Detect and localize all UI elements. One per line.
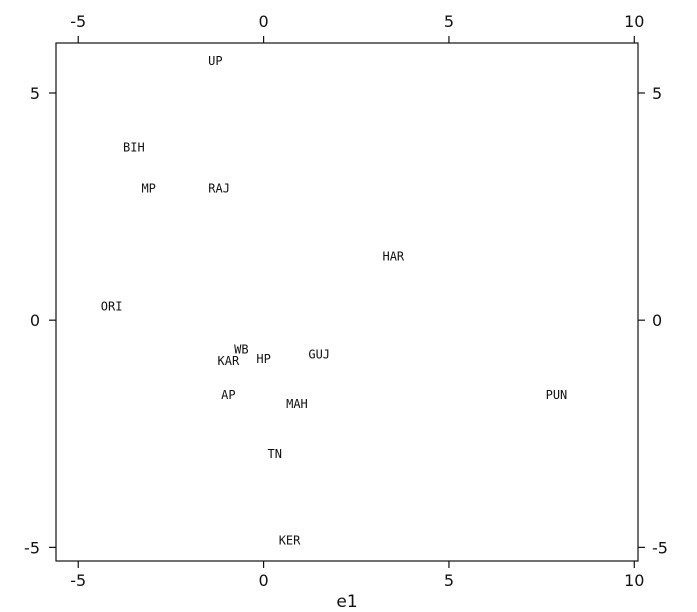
- point-label-mah: MAH: [286, 397, 308, 411]
- x-tick-label-top: 0: [258, 12, 268, 31]
- x-tick-label-top: -5: [70, 12, 86, 31]
- y-tick-label-right: -5: [652, 538, 668, 557]
- point-label-bih: BIH: [123, 141, 145, 155]
- point-label-guj: GUJ: [308, 347, 330, 361]
- point-label-kar: KAR: [218, 354, 240, 368]
- x-tick-label-bottom: 10: [624, 571, 644, 590]
- point-label-up: UP: [208, 54, 222, 68]
- x-tick-label-bottom: 0: [258, 571, 268, 590]
- point-label-raj: RAJ: [208, 181, 230, 195]
- y-tick-label-right: 5: [652, 84, 662, 103]
- point-label-tn: TN: [267, 447, 281, 461]
- point-label-ap: AP: [221, 388, 235, 402]
- y-tick-label-right: 0: [652, 311, 662, 330]
- x-tick-label-bottom: -5: [70, 571, 86, 590]
- point-label-har: HAR: [382, 250, 404, 264]
- x-tick-label-bottom: 5: [444, 571, 454, 590]
- axis-ticks: [49, 36, 645, 568]
- point-label-hp: HP: [256, 352, 270, 366]
- point-label-wb: WB: [234, 343, 248, 357]
- point-label-mp: MP: [141, 181, 155, 195]
- x-axis-title: e1: [336, 592, 357, 612]
- point-label-ori: ORI: [101, 300, 123, 314]
- plot-frame: [55, 42, 639, 562]
- y-tick-label-left: 0: [30, 311, 40, 330]
- y-tick-label-left: 5: [30, 84, 40, 103]
- x-tick-label-top: 5: [444, 12, 454, 31]
- x-tick-label-top: 10: [624, 12, 644, 31]
- axis-tick-labels: -5 -5 0 0 5 5 10 10 -5 -5 0 0 5 5: [24, 12, 668, 590]
- point-label-pun: PUN: [546, 388, 568, 402]
- y-tick-label-left: -5: [24, 538, 40, 557]
- point-label-ker: KER: [279, 534, 301, 548]
